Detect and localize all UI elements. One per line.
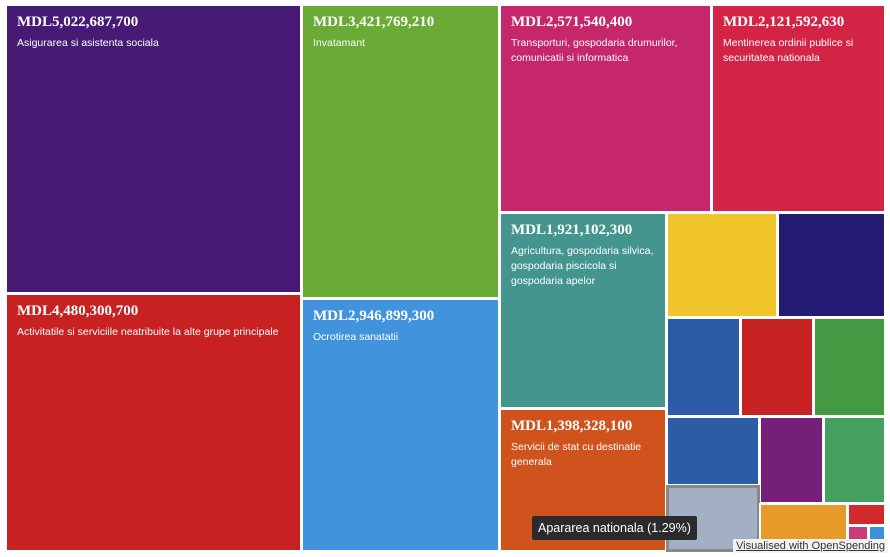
cell-label: Mentinerea ordinii publice si securitate… — [723, 37, 854, 64]
treemap-cell[interactable] — [759, 416, 824, 504]
cell-label: Asigurarea si asistenta sociala — [17, 37, 159, 49]
treemap-cell[interactable]: MDL4,480,300,700 Activitatile si servicii… — [5, 293, 302, 552]
cell-amount: MDL1,921,102,300 — [511, 222, 633, 238]
treemap-cell[interactable]: MDL2,121,592,630 Mentinerea ordinii publi… — [711, 4, 886, 213]
treemap-cell[interactable] — [666, 212, 778, 318]
treemap-cell[interactable]: MDL1,921,102,300 Agricultura, gospodaria … — [499, 212, 667, 409]
treemap-cell[interactable] — [813, 317, 886, 417]
treemap-cell[interactable] — [777, 212, 886, 318]
cell-label: Invatamant — [313, 37, 365, 49]
cell-amount: MDL5,022,687,700 — [17, 14, 139, 30]
treemap-cell[interactable] — [823, 416, 886, 504]
treemap-cell[interactable]: MDL2,946,899,300 Ocrotirea sanatatii — [301, 298, 500, 552]
treemap-cell[interactable]: MDL3,421,769,210 Invatamant — [301, 4, 500, 299]
treemap-cell[interactable]: MDL2,571,540,400 Transporturi, gospodaria… — [499, 4, 712, 213]
cell-label: Agricultura, gospodaria silvica, gospoda… — [511, 245, 654, 287]
treemap-cell[interactable] — [847, 503, 886, 526]
cell-label: Ocrotirea sanatatii — [313, 331, 399, 343]
treemap-cell[interactable]: MDL5,022,687,700 Asigurarea si asistenta … — [5, 4, 302, 294]
cell-amount: MDL2,121,592,630 — [723, 14, 845, 30]
cell-amount: MDL1,398,328,100 — [511, 418, 633, 434]
cell-amount: MDL2,571,540,400 — [511, 14, 633, 30]
cell-amount: MDL4,480,300,700 — [17, 303, 139, 319]
cell-label: Activitatile si serviciile neatribuite l… — [17, 326, 279, 338]
cell-label: Servicii de stat cu destinatie generala — [511, 441, 642, 468]
treemap-cell[interactable] — [740, 317, 814, 417]
cell-amount: MDL3,421,769,210 — [313, 14, 435, 30]
cell-label: Transporturi, gospodaria drumurilor, com… — [511, 37, 678, 64]
treemap-cell[interactable] — [666, 416, 760, 486]
tooltip: Apararea nationala (1.29%) — [532, 516, 697, 540]
cell-amount: MDL2,946,899,300 — [313, 308, 435, 324]
openspending-credit-link[interactable]: Visualised with OpenSpending — [732, 539, 888, 553]
treemap-cell[interactable] — [666, 317, 741, 417]
